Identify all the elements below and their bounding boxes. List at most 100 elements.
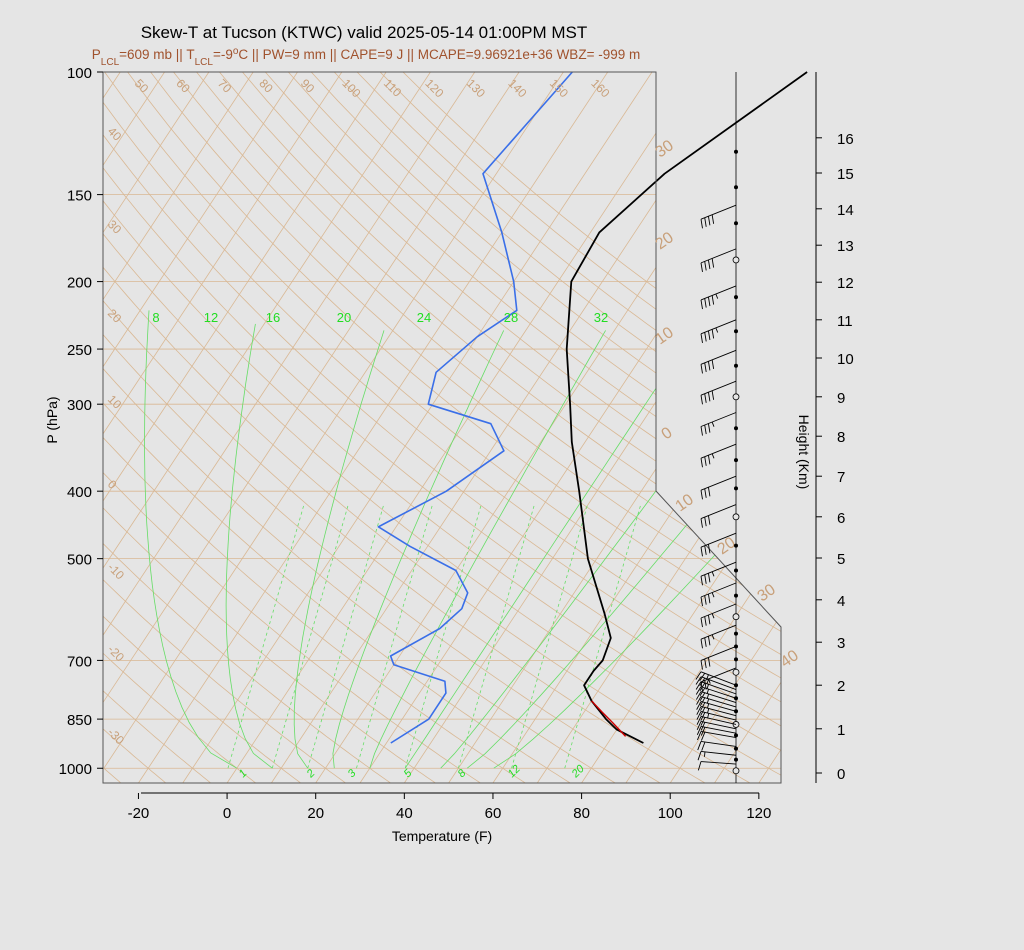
mixing-ratio-label: 16 xyxy=(266,310,280,325)
x-tick-label: -20 xyxy=(128,805,150,822)
x-tick-label: 120 xyxy=(746,805,771,822)
height-tick-label: 3 xyxy=(837,635,845,652)
wind-barb-flag xyxy=(700,681,703,692)
wind-barb-flag xyxy=(704,658,707,669)
wind-barb-flag xyxy=(707,657,711,667)
x-tick-label: 100 xyxy=(658,805,683,822)
wind-barb-flag xyxy=(700,617,703,628)
wind-barb-flag xyxy=(696,706,702,715)
wind-barb-flag xyxy=(707,361,711,371)
wind-barb-flag xyxy=(700,547,703,557)
height-marker xyxy=(734,593,739,598)
height-axis-title: Height (Km) xyxy=(796,415,812,490)
wind-barb-flag xyxy=(704,217,707,227)
dry-adiabat-line xyxy=(103,72,301,783)
isotherm-line xyxy=(226,72,697,783)
dry-adiabat-line xyxy=(196,72,781,783)
wind-barb xyxy=(700,751,737,756)
dry-adiabat-line xyxy=(103,72,781,783)
mixing-ratio-label: 8 xyxy=(152,310,159,325)
wind-barb-flag xyxy=(704,637,707,647)
wind-barb-flag xyxy=(695,676,702,685)
height-marker xyxy=(732,767,740,775)
wind-barb-flag xyxy=(701,741,706,751)
height-tick-label: 7 xyxy=(837,469,845,486)
wind-barb-flag xyxy=(715,327,719,333)
y-tick-label: 1000 xyxy=(59,761,92,778)
wind-barb-column xyxy=(695,72,740,783)
height-marker xyxy=(732,613,740,621)
wind-barb-flag xyxy=(707,330,711,341)
wind-barb xyxy=(700,667,737,683)
wind-barb-flag xyxy=(700,458,703,468)
x-axis-title: Temperature (F) xyxy=(392,828,492,844)
height-marker xyxy=(732,393,740,401)
wind-barb-flag xyxy=(707,296,711,307)
wind-barb-flag xyxy=(715,293,719,299)
wind-barb-flag xyxy=(697,751,702,761)
wind-barb xyxy=(700,285,737,301)
dry-adiabat-line xyxy=(103,72,211,783)
wind-barb-flag xyxy=(711,613,715,619)
dry-adiabat-line xyxy=(242,72,781,783)
wind-barb-flag xyxy=(711,421,715,427)
wind-barb-flag xyxy=(700,262,703,273)
wind-barb-flag xyxy=(711,571,715,577)
wind-barb xyxy=(700,706,737,717)
wind-barb-flag xyxy=(706,679,709,685)
dry-adiabat-line xyxy=(264,72,781,783)
wind-barb xyxy=(700,443,737,459)
wind-barb-flag xyxy=(706,688,710,695)
wind-barb xyxy=(700,715,737,725)
wind-barb-flag xyxy=(697,741,702,751)
moist-adiabat-line xyxy=(144,310,238,769)
dry-adiabat-line xyxy=(310,72,781,783)
wind-barb-flag xyxy=(706,703,710,709)
chart-subtitle: PLCL=609 mb || TLCL=-9oC || PW=9 mm || C… xyxy=(92,46,640,68)
wind-barb-flag xyxy=(697,761,702,771)
wind-barb-flag xyxy=(696,716,702,725)
wind-barb xyxy=(700,380,737,396)
height-marker xyxy=(732,513,740,521)
y-tick-label: 100 xyxy=(67,65,92,82)
height-marker xyxy=(734,426,739,431)
wind-barb-flag xyxy=(700,712,706,721)
wind-barb-flag xyxy=(704,362,707,372)
height-tick-label: 5 xyxy=(837,551,845,568)
wind-barb xyxy=(700,248,737,264)
dry-adiabat-line xyxy=(104,72,781,783)
wind-barb-flag xyxy=(699,682,706,692)
wind-barb-flag xyxy=(700,702,706,711)
wind-barb-flag xyxy=(700,364,703,374)
moist-adiabat-line xyxy=(225,323,273,769)
wind-barb-flag xyxy=(697,731,702,741)
wind-barb-flag xyxy=(707,636,711,646)
wind-barb xyxy=(700,475,737,491)
height-marker xyxy=(734,185,739,190)
x-tick-label: 40 xyxy=(396,805,413,822)
moist-adiabat-line xyxy=(293,330,385,769)
wind-barb-flag xyxy=(707,216,711,226)
isotherm-line xyxy=(669,72,781,783)
wind-barb-flag xyxy=(700,596,703,607)
dry-adiabat-line xyxy=(103,72,571,783)
wind-barb-flag xyxy=(711,329,715,339)
wind-barb-flag xyxy=(699,672,706,682)
wind-barb-flag xyxy=(707,544,711,554)
wind-barb-flag xyxy=(700,707,706,716)
wind-barb-flag xyxy=(700,639,703,649)
wind-barb-flag xyxy=(704,574,707,584)
isotherm-line xyxy=(103,72,210,783)
wind-barb xyxy=(700,532,737,548)
height-marker xyxy=(734,733,739,738)
mixing-ratio-label: 24 xyxy=(417,310,431,325)
wind-barb-flag xyxy=(699,687,706,697)
height-marker xyxy=(732,256,740,264)
wind-barb-flag xyxy=(707,713,710,719)
wind-barb xyxy=(700,671,737,686)
height-marker xyxy=(734,486,739,491)
wind-barb-flag xyxy=(700,722,706,731)
wind-barb-flag xyxy=(704,332,707,342)
wind-barb xyxy=(700,624,737,640)
